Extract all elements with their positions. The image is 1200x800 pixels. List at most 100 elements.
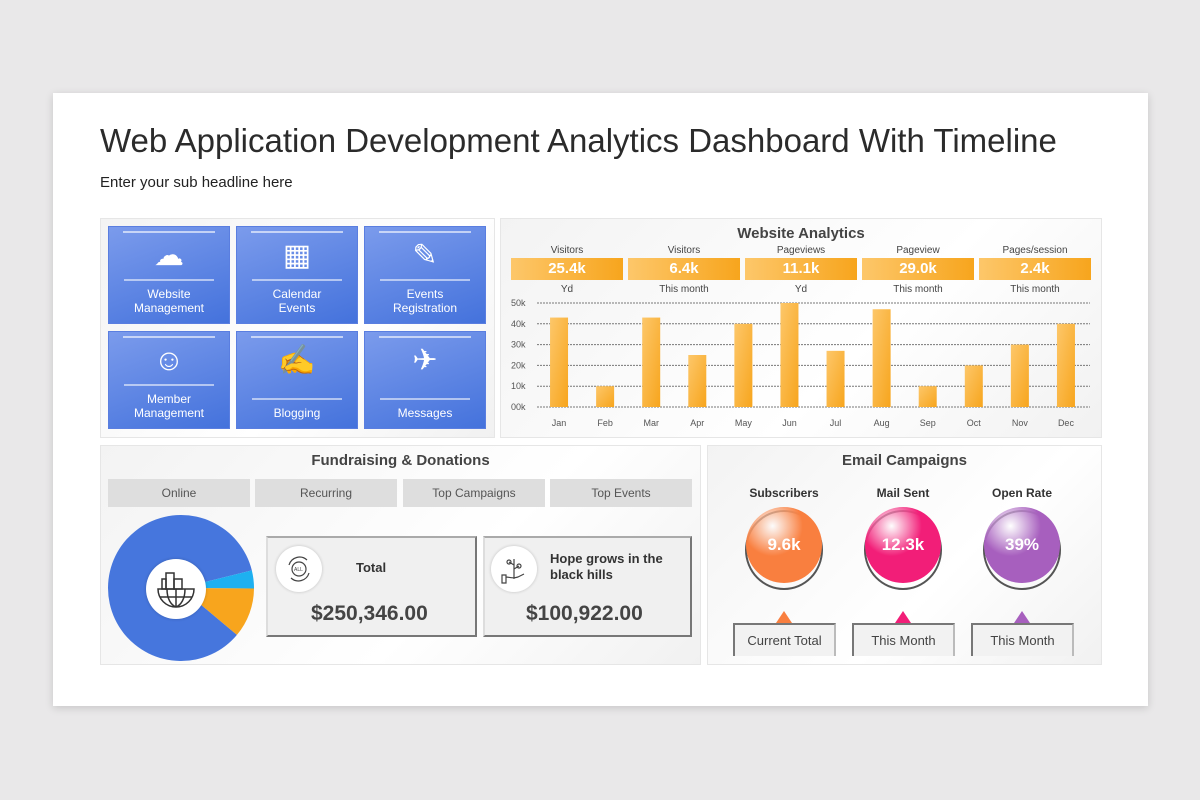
cloud-network-icon: ☁ — [154, 239, 184, 272]
kpi-card: Visitors 6.4k This month — [628, 245, 740, 295]
y-tick-label: 00k — [511, 402, 526, 412]
y-tick-label: 40k — [511, 319, 526, 329]
tile-label: Events Registration — [392, 287, 458, 315]
globe-city-icon — [146, 559, 206, 619]
all-cycle-icon: ALL — [276, 546, 322, 592]
kpi-period: This month — [659, 284, 709, 295]
x-tick-label: Oct — [967, 418, 982, 428]
tile-label: Blogging — [273, 406, 321, 420]
kpi-value: 25.4k — [511, 258, 623, 280]
kpi-label: Visitors — [550, 245, 584, 256]
tile-blogging[interactable]: ✍ Blogging — [236, 331, 358, 429]
tile-label: Messages — [397, 406, 453, 420]
metric-value: 12.3k — [865, 507, 941, 583]
kpi-card: Visitors 25.4k Yd — [511, 245, 623, 295]
metric-caption: Current Total — [733, 623, 836, 656]
pointer-triangle — [776, 611, 792, 623]
kpi-card: Pages/session 2.4k This month — [979, 245, 1091, 295]
x-tick-label: Mar — [643, 418, 659, 428]
x-tick-label: Nov — [1012, 418, 1029, 428]
tile-website-management[interactable]: ☁ Website Management — [108, 226, 230, 324]
kpi-period: This month — [893, 284, 943, 295]
tile-divider — [252, 398, 342, 400]
kpi-period: Yd — [794, 284, 808, 295]
x-tick-label: Apr — [690, 418, 704, 428]
pointer-triangle — [895, 611, 911, 623]
bar-sep — [918, 386, 937, 407]
x-tick-label: Jul — [830, 418, 842, 428]
page-title: Web Application Development Analytics Da… — [100, 122, 1057, 159]
bar-oct — [964, 365, 983, 407]
team-network-icon: ☺ — [153, 344, 185, 377]
paper-plane-icon: ✈ — [412, 344, 438, 377]
y-tick-label: 10k — [511, 381, 526, 391]
bar-apr — [688, 355, 707, 407]
metric-caption: This Month — [852, 623, 955, 656]
laptop-blog-icon: ✍ — [278, 344, 316, 377]
x-tick-label: Dec — [1058, 418, 1075, 428]
tab-top-campaigns[interactable]: Top Campaigns — [403, 479, 545, 507]
kpi-value: 2.4k — [979, 258, 1091, 280]
kpi-label: Pages/session — [1002, 245, 1068, 256]
kpi-value: 11.1k — [745, 258, 857, 280]
kpi-label: Visitors — [667, 245, 701, 256]
bar-dec — [1056, 323, 1075, 407]
tile-messages[interactable]: ✈ Messages — [364, 331, 486, 429]
bar-chart: 00k 10k 20k 30k 40k 50k Jan Feb Mar Apr May Jun Jul A… — [511, 298, 1090, 428]
plant-hand-icon — [491, 546, 537, 592]
kpi-period: Yd — [560, 284, 574, 295]
kpi-label: Pageviews — [776, 245, 826, 256]
svg-text:ALL: ALL — [294, 567, 303, 573]
tile-calendar-events[interactable]: ▦ Calendar Events — [236, 226, 358, 324]
email-title: Email Campaigns — [841, 452, 968, 469]
bar-jul — [826, 350, 845, 407]
x-tick-label: Feb — [597, 418, 613, 428]
metric-label: Subscribers — [749, 486, 819, 500]
y-tick-label: 20k — [511, 360, 526, 370]
x-tick-label: Jun — [782, 418, 797, 428]
metric-label: Mail Sent — [876, 486, 930, 500]
bar-mar — [642, 317, 661, 407]
metric-value: 9.6k — [746, 507, 822, 583]
tile-divider — [252, 279, 342, 281]
tile-label: Member Management — [133, 392, 205, 420]
metric-value: 39% — [984, 507, 1060, 583]
kpi-label: Pageview — [896, 245, 940, 256]
campaign-label: Hope grows in the black hills — [550, 551, 663, 582]
y-tick-label: 50k — [511, 298, 526, 308]
bar-nov — [1010, 344, 1029, 407]
x-tick-label: Sep — [920, 418, 936, 428]
tab-online[interactable]: Online — [108, 479, 250, 507]
tab-top-events[interactable]: Top Events — [550, 479, 692, 507]
analytics-title: Website Analytics — [737, 225, 865, 242]
y-tick-label: 30k — [511, 340, 526, 350]
kpi-value: 6.4k — [628, 258, 740, 280]
x-tick-label: Jan — [552, 418, 567, 428]
tile-divider — [380, 398, 470, 400]
bar-may — [734, 323, 753, 407]
calendar-icon: ▦ — [282, 239, 312, 272]
kpi-period: This month — [1010, 284, 1060, 295]
kpi-card: Pageviews 11.1k Yd — [745, 245, 857, 295]
metric-caption: This Month — [971, 623, 1074, 656]
campaign-amount: $100,922.00 — [526, 602, 643, 625]
registration-form-icon: ✎ — [412, 239, 438, 272]
tile-label: Calendar Events — [272, 287, 322, 315]
tile-divider — [124, 279, 214, 281]
pointer-triangle — [1014, 611, 1030, 623]
bar-jan — [550, 317, 569, 407]
total-amount: $250,346.00 — [311, 602, 428, 625]
tile-divider — [124, 384, 214, 386]
kpi-card: Pageview 29.0k This month — [862, 245, 974, 295]
x-tick-label: Aug — [874, 418, 890, 428]
fundraising-title: Fundraising & Donations — [311, 452, 490, 469]
metric-label: Open Rate — [991, 486, 1052, 500]
bar-aug — [872, 309, 891, 407]
tile-events-registration[interactable]: ✎ Events Registration — [364, 226, 486, 324]
bar-jun — [780, 303, 799, 407]
tile-member-management[interactable]: ☺ Member Management — [108, 331, 230, 429]
page-subtitle: Enter your sub headline here — [100, 174, 293, 191]
kpi-value: 29.0k — [862, 258, 974, 280]
tab-recurring[interactable]: Recurring — [255, 479, 397, 507]
tile-divider — [380, 279, 470, 281]
